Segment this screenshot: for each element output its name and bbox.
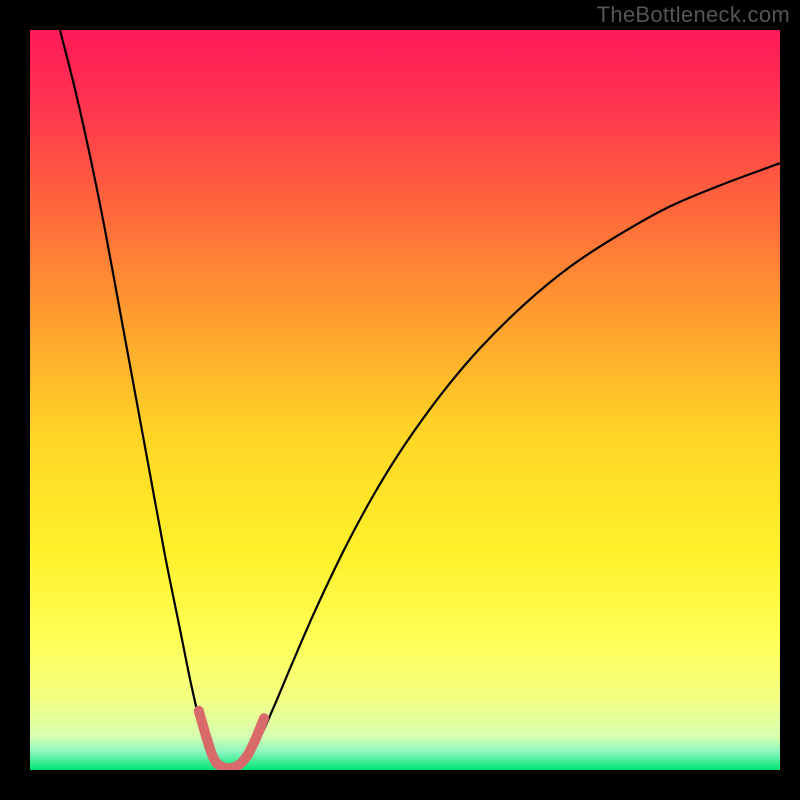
- chart-background: [30, 30, 780, 770]
- plot-area: [30, 30, 780, 770]
- watermark-text: TheBottleneck.com: [597, 2, 790, 28]
- bottleneck-curve-chart: [30, 30, 780, 770]
